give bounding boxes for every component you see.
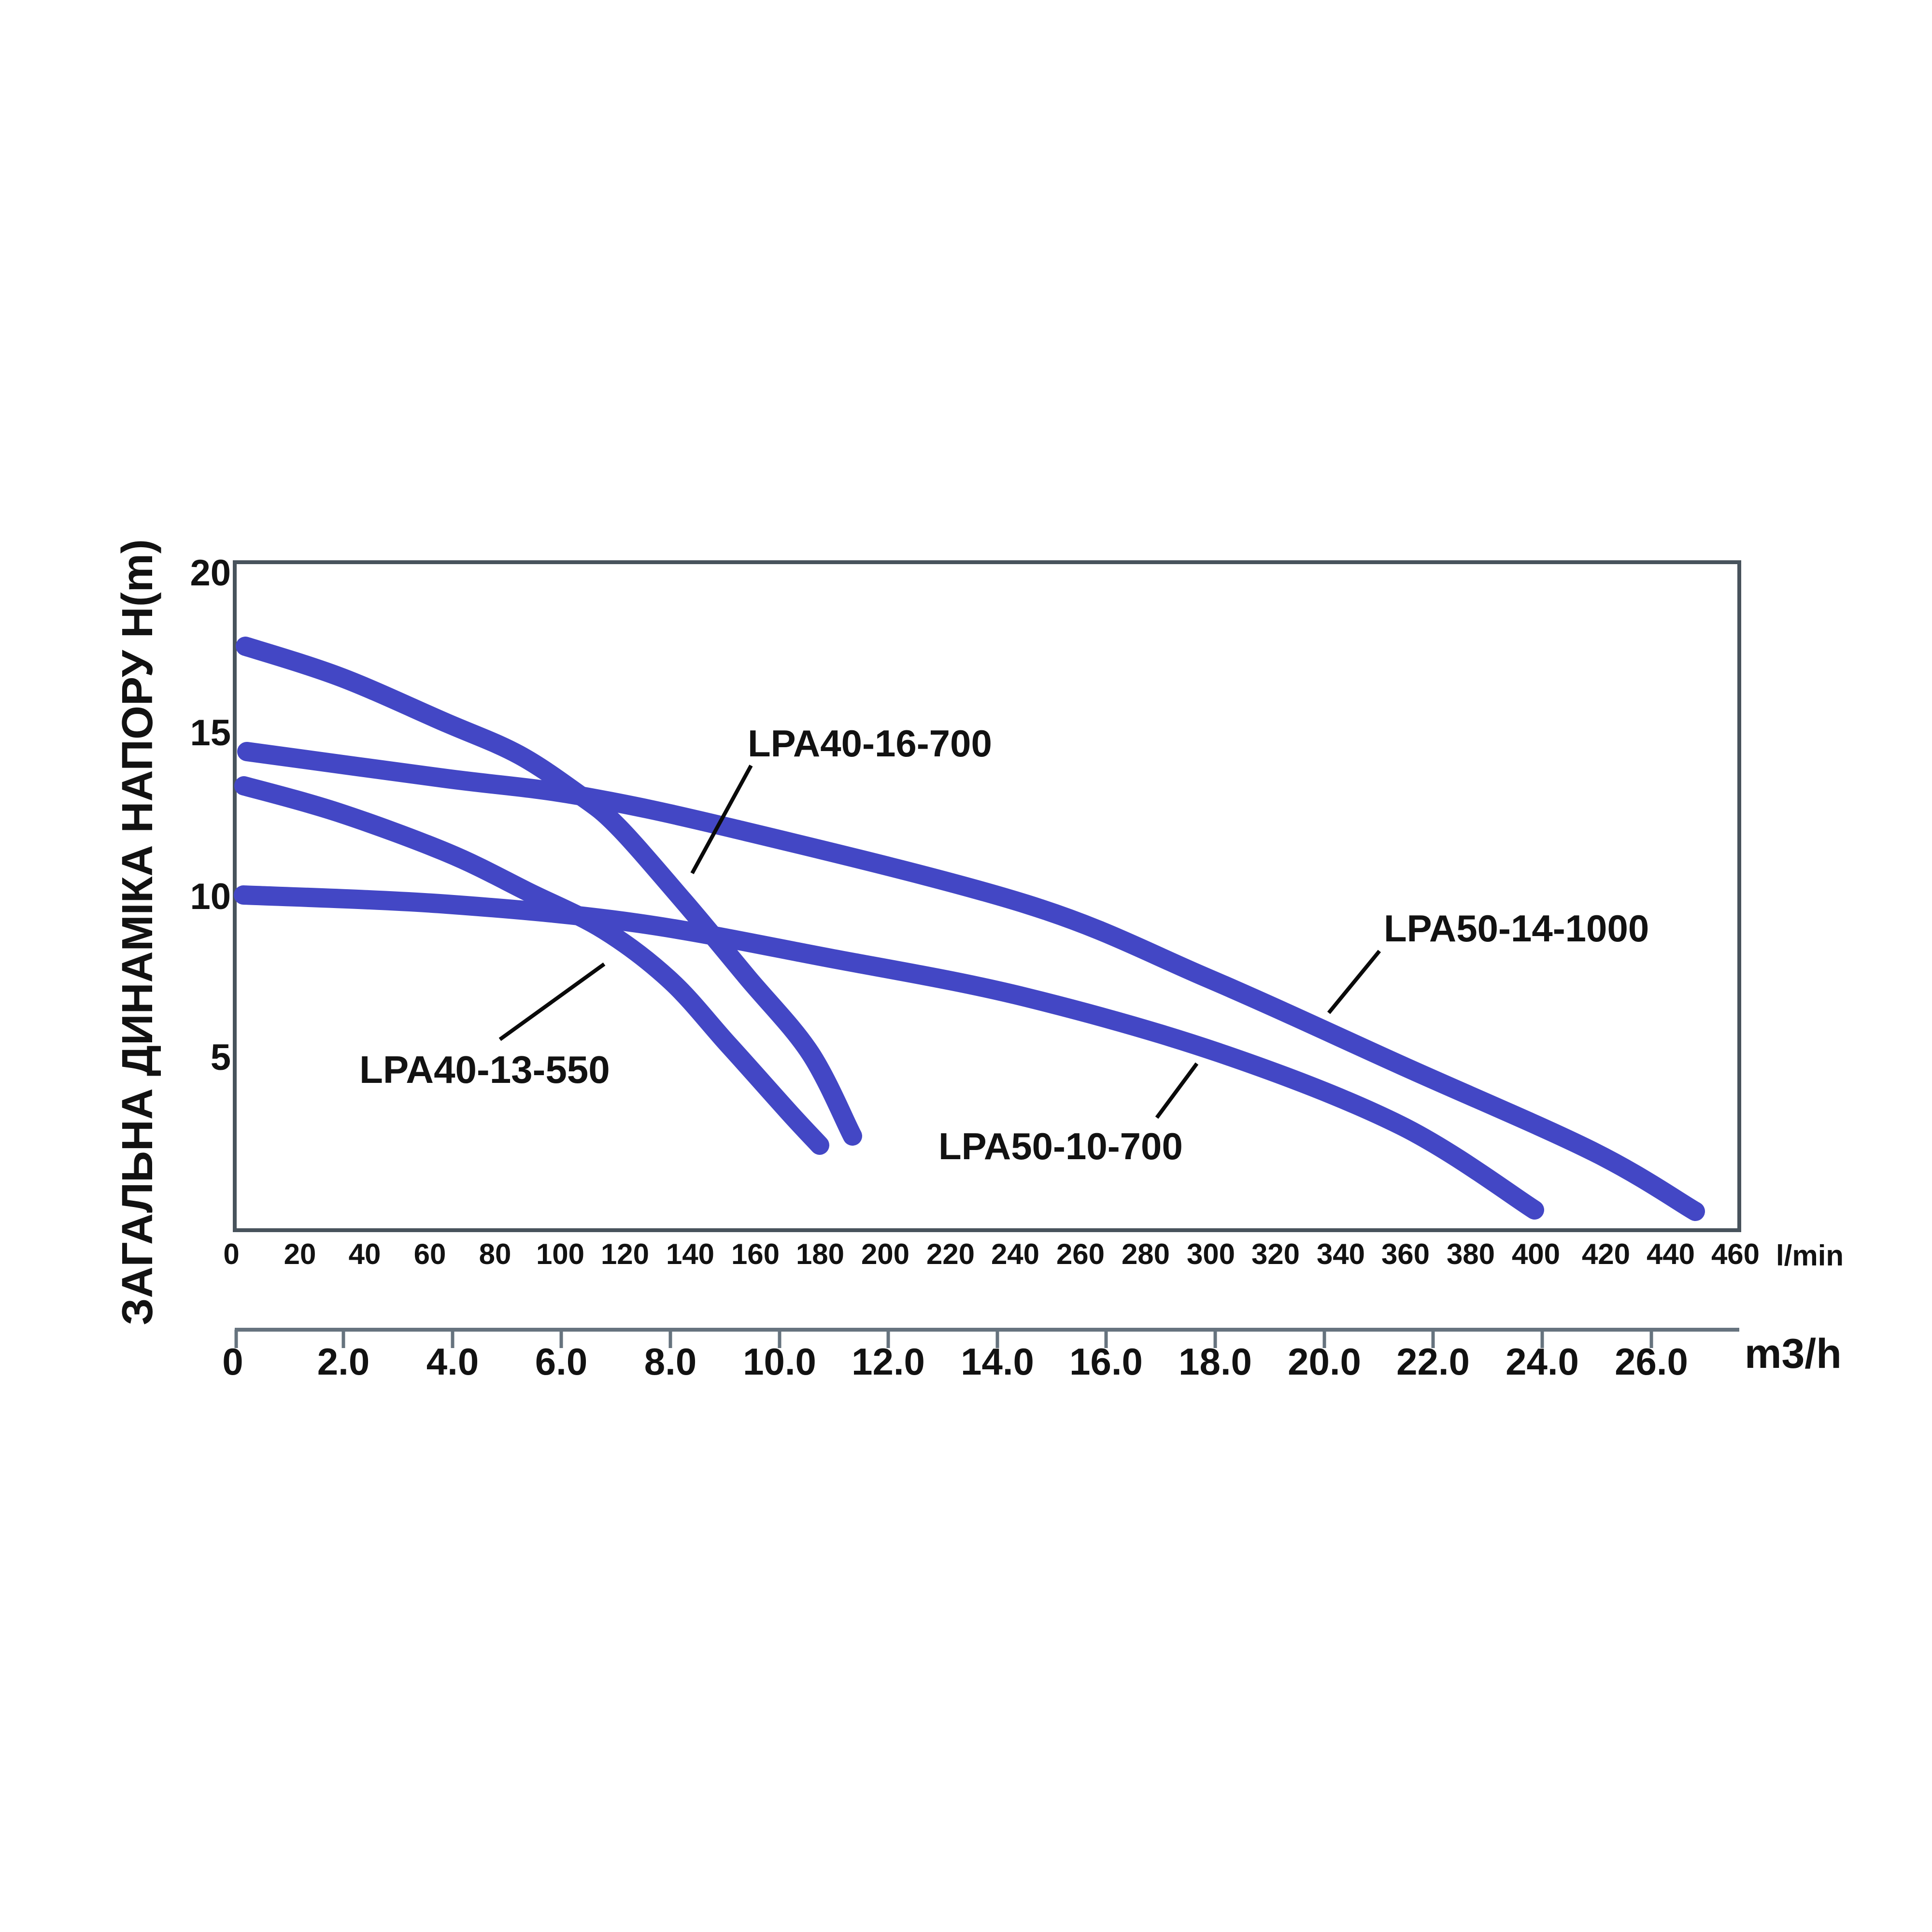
svg-text:8.0: 8.0 <box>644 1340 696 1383</box>
svg-text:280: 280 <box>1122 1238 1170 1270</box>
svg-text:LPA40-16-700: LPA40-16-700 <box>748 722 992 765</box>
svg-text:2.0: 2.0 <box>317 1340 369 1383</box>
svg-text:10.0: 10.0 <box>743 1340 816 1383</box>
svg-text:320: 320 <box>1251 1238 1300 1270</box>
svg-text:15: 15 <box>190 712 231 753</box>
svg-text:6.0: 6.0 <box>535 1340 587 1383</box>
svg-text:5: 5 <box>211 1037 231 1078</box>
svg-text:240: 240 <box>991 1238 1039 1270</box>
svg-text:0: 0 <box>222 1340 243 1383</box>
svg-text:300: 300 <box>1187 1238 1235 1270</box>
svg-text:LPA50-14-1000: LPA50-14-1000 <box>1384 907 1649 950</box>
svg-text:12.0: 12.0 <box>852 1340 925 1383</box>
svg-text:20.0: 20.0 <box>1288 1340 1361 1383</box>
svg-text:40: 40 <box>349 1238 381 1270</box>
svg-text:260: 260 <box>1056 1238 1105 1270</box>
svg-text:180: 180 <box>796 1238 844 1270</box>
svg-text:l/min: l/min <box>1776 1239 1844 1272</box>
svg-text:360: 360 <box>1381 1238 1430 1270</box>
svg-text:m3/h: m3/h <box>1745 1331 1842 1377</box>
svg-text:160: 160 <box>731 1238 780 1270</box>
svg-text:24.0: 24.0 <box>1506 1340 1579 1383</box>
svg-text:4.0: 4.0 <box>426 1340 479 1383</box>
svg-text:18.0: 18.0 <box>1179 1340 1252 1383</box>
svg-text:26.0: 26.0 <box>1615 1340 1688 1383</box>
svg-text:14.0: 14.0 <box>961 1340 1034 1383</box>
svg-text:10: 10 <box>190 876 231 917</box>
svg-text:20: 20 <box>190 553 231 594</box>
svg-text:LPA40-13-550: LPA40-13-550 <box>359 1048 610 1091</box>
svg-text:380: 380 <box>1447 1238 1495 1270</box>
svg-text:ЗАГАЛЬНА ДИНАМІКА НАПОРУ H(m): ЗАГАЛЬНА ДИНАМІКА НАПОРУ H(m) <box>114 539 162 1325</box>
svg-text:100: 100 <box>536 1238 584 1270</box>
svg-text:80: 80 <box>479 1238 511 1270</box>
svg-text:220: 220 <box>926 1238 975 1270</box>
svg-text:16.0: 16.0 <box>1069 1340 1143 1383</box>
svg-text:460: 460 <box>1711 1238 1760 1270</box>
svg-text:420: 420 <box>1582 1238 1630 1270</box>
svg-text:440: 440 <box>1647 1238 1695 1270</box>
svg-text:20: 20 <box>284 1238 316 1270</box>
svg-text:22.0: 22.0 <box>1396 1340 1470 1383</box>
svg-text:340: 340 <box>1317 1238 1365 1270</box>
svg-text:LPA50-10-700: LPA50-10-700 <box>938 1125 1183 1167</box>
svg-text:120: 120 <box>601 1238 649 1270</box>
svg-text:400: 400 <box>1512 1238 1560 1270</box>
svg-text:140: 140 <box>666 1238 714 1270</box>
svg-text:60: 60 <box>414 1238 446 1270</box>
svg-text:200: 200 <box>861 1238 909 1270</box>
svg-text:0: 0 <box>223 1238 239 1270</box>
